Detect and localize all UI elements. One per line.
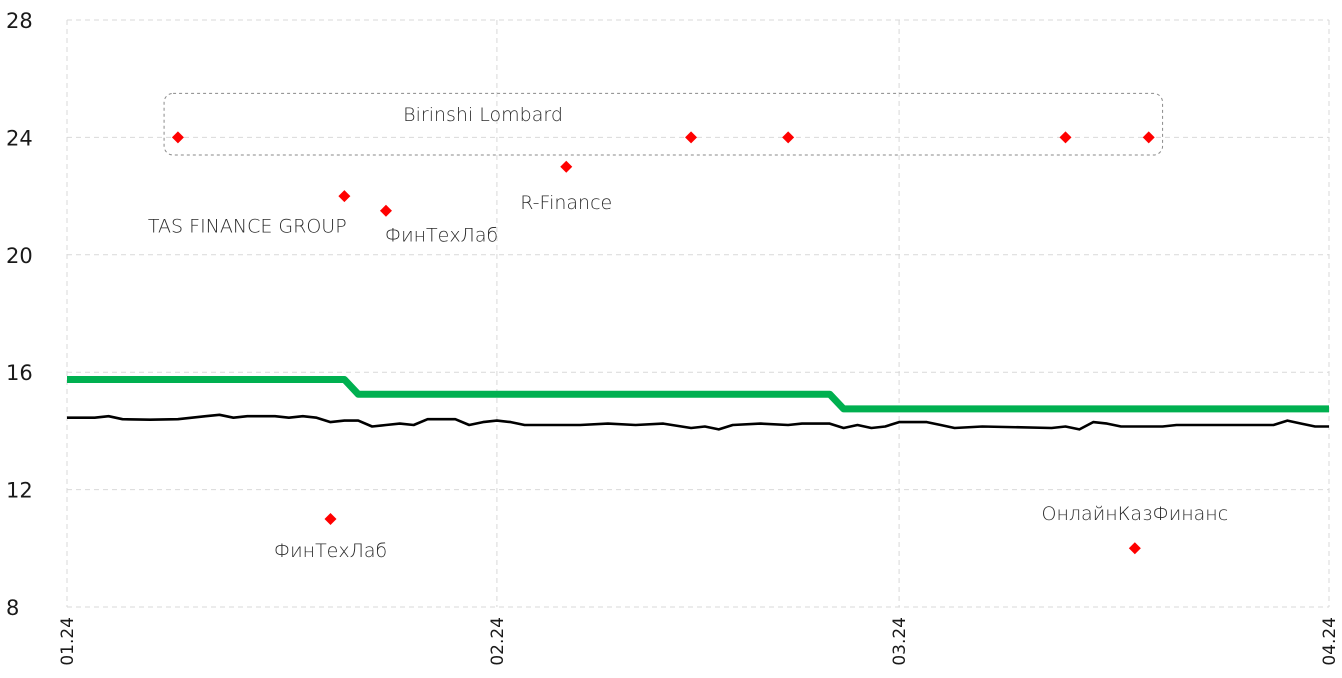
x-tick-label: 01.24 xyxy=(58,617,78,666)
y-tick-label: 28 xyxy=(6,9,33,33)
x-axis-ticks: 01.24 02.24 03.24 04.24 xyxy=(58,617,1340,666)
grid xyxy=(66,19,1330,608)
x-tick-label: 03.24 xyxy=(890,617,910,666)
annotation-label: Birinshi Lombard xyxy=(403,104,563,126)
group-box xyxy=(163,92,1164,156)
annotation-label: TAS FINANCE GROUP xyxy=(148,215,347,237)
x-tick-label: 02.24 xyxy=(488,617,508,666)
scatter-point xyxy=(1128,542,1141,555)
annotation-label: ОнлайнКазФинанс xyxy=(1042,503,1229,525)
y-tick-label: 16 xyxy=(6,361,33,385)
scatter-point xyxy=(379,204,392,217)
series-line-green xyxy=(67,376,1329,413)
scatter-point xyxy=(782,131,795,144)
scatter-point xyxy=(685,131,698,144)
scatter-point xyxy=(171,131,184,144)
y-tick-label: 8 xyxy=(6,596,19,620)
annotation-label: ФинТехЛаб xyxy=(274,540,387,562)
scatter-point xyxy=(324,512,337,525)
annotations: Birinshi Lombard TAS FINANCE GROUP ФинТехЛ… xyxy=(148,104,1228,562)
y-tick-label: 20 xyxy=(6,244,33,268)
scatter-points xyxy=(171,131,1155,555)
scatter-point xyxy=(1142,131,1155,144)
series-line-black xyxy=(67,413,1329,431)
scatter-point xyxy=(338,190,351,203)
annotation-label: ФинТехЛаб xyxy=(385,224,498,246)
group-box-rect xyxy=(163,92,1164,156)
x-tick-label: 04.24 xyxy=(1320,617,1340,666)
y-tick-label: 12 xyxy=(6,479,33,503)
series-lines xyxy=(67,376,1329,431)
scatter-point xyxy=(1059,131,1072,144)
scatter-point xyxy=(560,160,573,173)
y-axis-ticks: 8 12 16 20 24 28 xyxy=(6,9,33,620)
y-tick-label: 24 xyxy=(6,126,33,150)
annotation-label: R-Finance xyxy=(520,192,612,214)
